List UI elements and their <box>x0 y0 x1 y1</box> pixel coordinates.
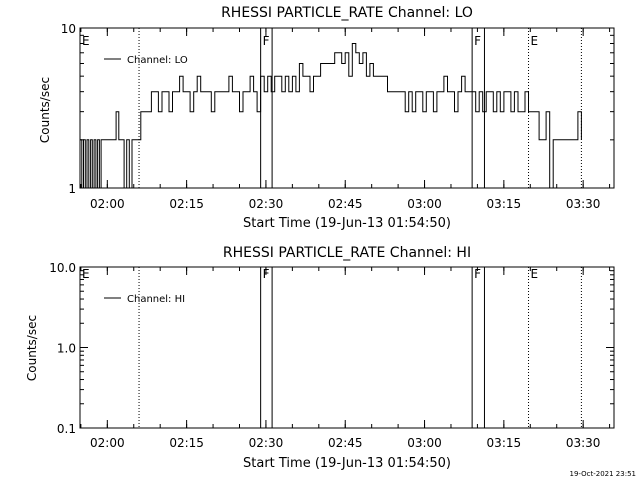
hi-x-tick-label: 03:15 <box>487 436 522 450</box>
hi-x-tick-label: 02:30 <box>249 436 284 450</box>
lo-x-tick-label: 02:00 <box>90 197 125 211</box>
lo-series-line <box>80 43 582 189</box>
lo-legend-label: Channel: LO <box>127 55 188 66</box>
hi-marker-label: E <box>82 267 90 281</box>
lo-y-tick-label: 10 <box>61 22 76 36</box>
lo-x-axis-label: Start Time (19-Jun-13 01:54:50) <box>243 216 451 231</box>
hi-chart-title: RHESSI PARTICLE_RATE Channel: HI <box>223 245 471 261</box>
hi-y-tick-label: 1.0 <box>57 342 76 356</box>
lo-marker-label: F <box>474 34 481 48</box>
hi-x-axis-label: Start Time (19-Jun-13 01:54:50) <box>243 456 451 471</box>
lo-marker-label: E <box>82 34 90 48</box>
lo-x-tick-label: 03:00 <box>407 197 442 211</box>
lo-x-tick-label: 02:30 <box>249 197 284 211</box>
lo-x-tick-label: 03:30 <box>566 197 601 211</box>
hi-marker-label: F <box>474 267 481 281</box>
lo-marker-label: F <box>263 34 270 48</box>
hi-marker-label: F <box>263 267 270 281</box>
lo-x-tick-label: 02:15 <box>169 197 204 211</box>
hi-y-axis-label: Counts/sec <box>25 315 39 381</box>
hi-marker-label: E <box>531 267 539 281</box>
hi-x-axis: 02:00 02:15 02:30 02:45 03:00 03:15 03:30 <box>80 267 611 450</box>
hi-y-tick-label: 10.0 <box>49 261 76 275</box>
hi-legend-label: Channel: HI <box>127 294 185 305</box>
hi-y-axis: 0.1 1.0 10.0 <box>49 261 614 436</box>
hi-x-tick-label: 03:30 <box>566 436 601 450</box>
lo-y-axis: 1 10 <box>61 22 614 196</box>
lo-x-tick-label: 03:15 <box>487 197 522 211</box>
lo-series <box>80 43 582 189</box>
lo-y-axis-label: Counts/sec <box>38 77 52 143</box>
lo-plot-frame <box>79 27 615 189</box>
lo-legend: Channel: LO <box>104 55 188 66</box>
lo-marker-label: E <box>531 34 539 48</box>
hi-legend: Channel: HI <box>104 294 185 305</box>
hi-channel-panel: RHESSI PARTICLE_RATE Channel: HI 0.1 1.0 1… <box>25 245 615 471</box>
hi-x-tick-label: 03:00 <box>407 436 442 450</box>
hi-x-tick-label: 02:15 <box>169 436 204 450</box>
hi-x-tick-label: 02:45 <box>328 436 363 450</box>
lo-channel-panel: RHESSI PARTICLE_RATE Channel: LO 1 10 02:… <box>38 5 615 231</box>
lo-chart-title: RHESSI PARTICLE_RATE Channel: LO <box>221 5 473 21</box>
lo-y-tick-label: 1 <box>68 182 76 196</box>
lo-x-tick-label: 02:45 <box>328 197 363 211</box>
hi-y-tick-label: 0.1 <box>57 422 76 436</box>
hi-x-tick-label: 02:00 <box>90 436 125 450</box>
hi-plot-frame <box>79 266 615 429</box>
lo-x-axis: 02:00 02:15 02:30 02:45 03:00 03:15 03:30 <box>80 28 611 211</box>
generation-timestamp: 19-Oct-2021 23:51 <box>570 470 636 478</box>
